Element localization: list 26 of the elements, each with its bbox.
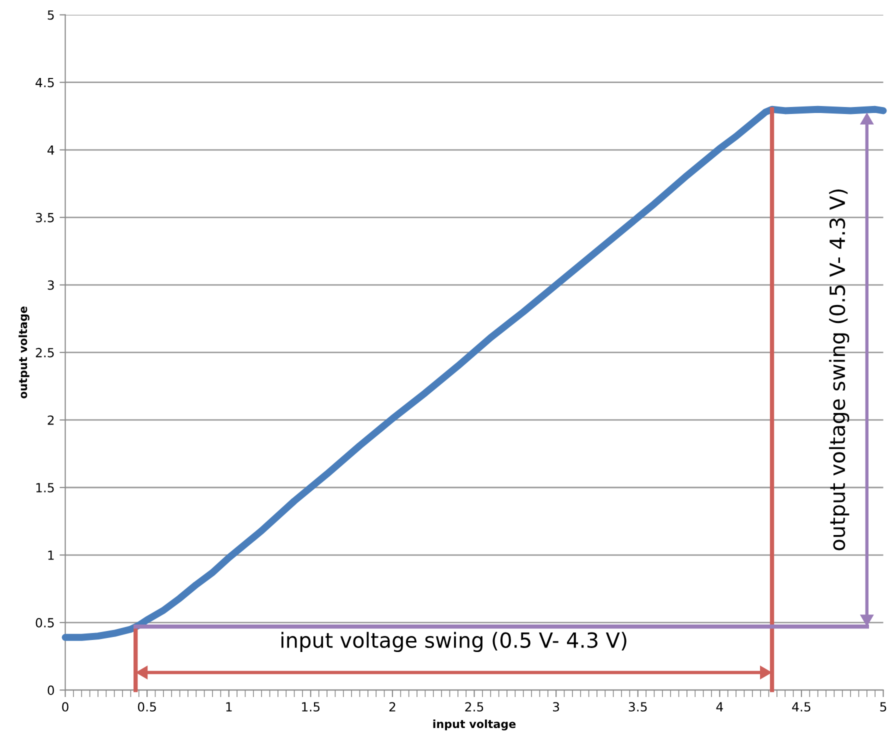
x-tick-label: 2	[389, 702, 396, 712]
y-tick-label: 2.5	[36, 348, 54, 358]
y-axis-title: output voltage	[18, 306, 30, 398]
y-tick-label: 3	[48, 280, 54, 290]
y-tick-label: 0.5	[36, 618, 54, 628]
y-tick-label: 4.5	[36, 78, 54, 88]
x-tick-label: 1	[226, 702, 232, 712]
y-tick-label: 2	[48, 415, 54, 425]
x-tick-label: 5	[880, 702, 886, 712]
y-tick-label: 1	[48, 550, 54, 560]
x-tick-label: 3.5	[628, 702, 647, 712]
x-tick-label: 0	[62, 702, 68, 712]
y-tick-label: 3.5	[36, 212, 54, 222]
annotation: input voltage swing (0.5 V- 4.3 V)	[281, 632, 626, 652]
x-tick-label: 1.5	[302, 702, 320, 712]
x-tick-label: 4	[716, 702, 723, 712]
x-tick-label: 0.5	[138, 702, 156, 712]
x-axis-title: input voltage	[433, 720, 516, 730]
y-tick-label: 4	[48, 146, 54, 155]
x-tick-label: 2.5	[465, 702, 484, 712]
y-tick-label: 0	[48, 686, 54, 695]
x-tick-label: 4.5	[792, 702, 810, 712]
y-tick-label: 5	[48, 10, 54, 20]
y-tick-label: 1.5	[36, 483, 54, 492]
x-tick-label: 3	[553, 702, 560, 712]
annotation: output voltage swing (0.5 V- 4.3 V)	[829, 189, 850, 550]
